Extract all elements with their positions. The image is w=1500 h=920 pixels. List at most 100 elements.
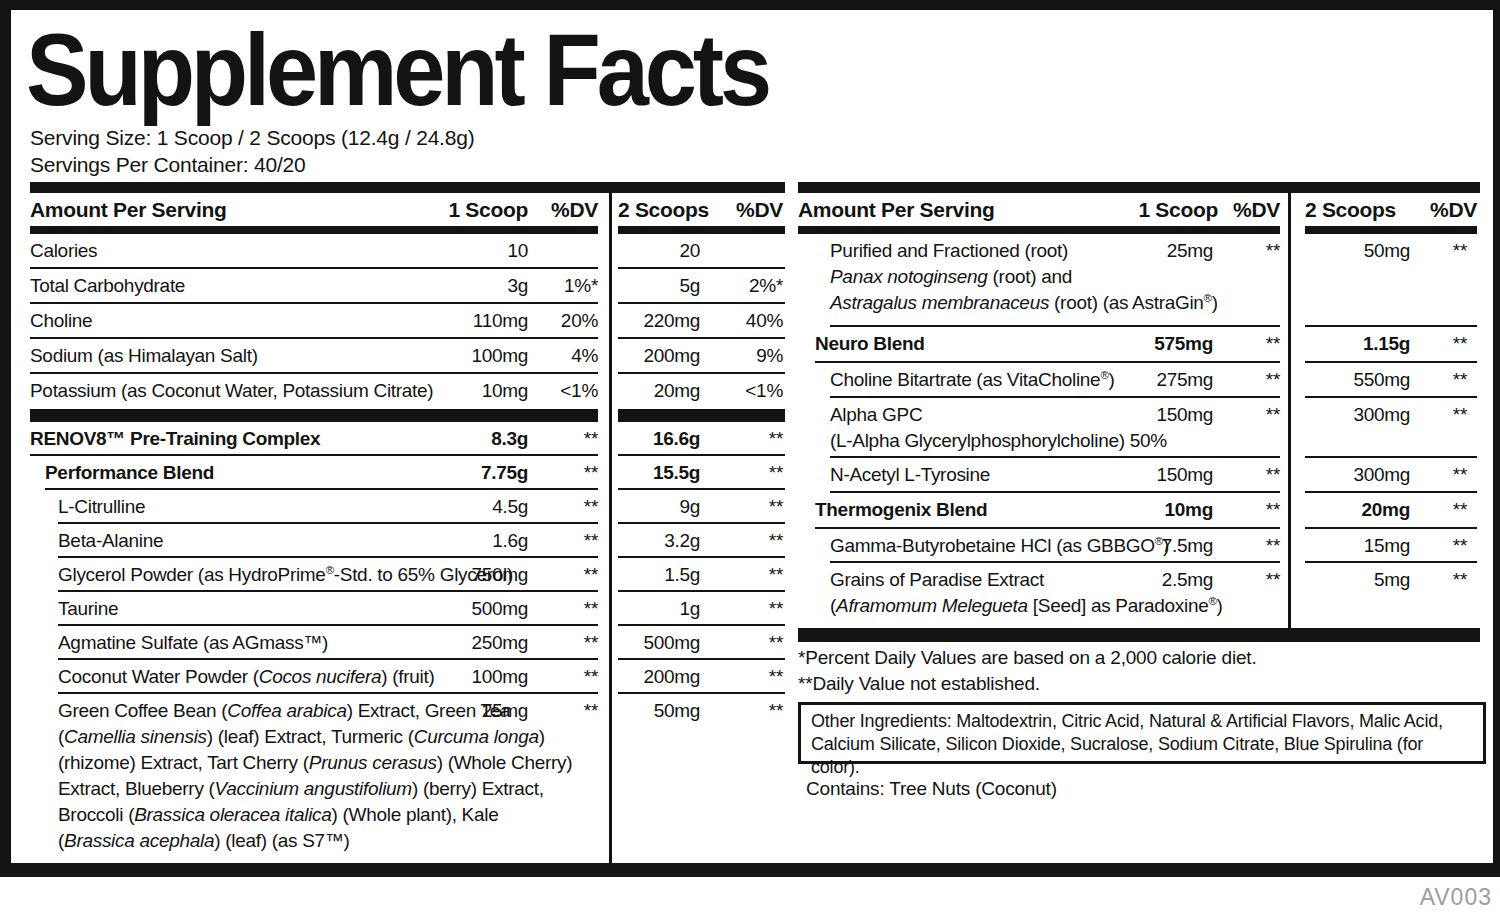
dv-value: ** xyxy=(769,630,783,656)
amount-value: 250mg xyxy=(471,630,528,656)
amount-value: 300mg xyxy=(1353,402,1410,428)
column-divider-left xyxy=(609,193,612,863)
dv-value: ** xyxy=(1453,533,1467,559)
table-row: 5mg** xyxy=(1305,563,1477,623)
amount-value: 575mg xyxy=(1154,331,1213,357)
amount-value: 300mg xyxy=(1353,462,1410,488)
table-top-bar-left xyxy=(30,182,785,193)
column-header-dv: %DV xyxy=(1430,198,1477,222)
middle-two-scoops-table: 2 Scoops %DV 205g2%*220mg40%200mg9%20mg<… xyxy=(618,193,785,863)
dv-value: ** xyxy=(769,494,783,520)
right-nutrients-table: Amount Per Serving 1 Scoop %DV Purified … xyxy=(798,193,1280,623)
table-row: Thermogenix Blend10mg** xyxy=(798,493,1280,529)
table-row: 20 xyxy=(618,234,785,269)
ingredient-name: Gamma-Butyrobetaine HCl (as GBBGO®) xyxy=(830,533,1169,559)
table-row: Choline Bitartrate (as VitaCholine®)275m… xyxy=(798,363,1280,398)
amount-value: 16.6g xyxy=(653,426,700,452)
table-row: 300mg** xyxy=(1305,458,1477,493)
percent-dv-footnote: *Percent Daily Values are based on a 2,0… xyxy=(798,647,1256,669)
amount-value: 15mg xyxy=(1364,533,1410,559)
table-row: 1.5g** xyxy=(618,558,785,592)
table-row: 200mg9% xyxy=(618,339,785,374)
ingredient-name: Sodium (as Himalayan Salt) xyxy=(30,343,258,369)
table-top-bar-right xyxy=(798,182,1480,193)
other-ingredients-box: Other Ingredients: Maltodextrin, Citric … xyxy=(798,702,1486,764)
table-row: Gamma-Butyrobetaine HCl (as GBBGO®)7.5mg… xyxy=(798,529,1280,563)
dv-value: 1%* xyxy=(564,273,598,299)
amount-value: 500mg xyxy=(471,596,528,622)
amount-value: 220mg xyxy=(643,308,700,334)
amount-value: 25mg xyxy=(482,698,528,724)
column-header-1-scoop: 1 Scoop xyxy=(1138,198,1218,222)
column-header-1-scoop: 1 Scoop xyxy=(448,198,528,222)
amount-value: 20mg xyxy=(1362,497,1410,523)
amount-value: 3g xyxy=(507,273,528,299)
table-row: 200mg** xyxy=(618,660,785,694)
ingredient-name: Neuro Blend xyxy=(815,331,925,357)
serving-size-text: Serving Size: 1 Scoop / 2 Scoops (12.4g … xyxy=(30,126,475,150)
column-header-dv: %DV xyxy=(551,198,598,222)
table-row: Agmatine Sulfate (as AGmass™) 250mg ** xyxy=(30,626,598,660)
table-row: Sodium (as Himalayan Salt) 100mg 4% xyxy=(30,339,598,374)
table-row: 550mg ** xyxy=(1305,363,1477,398)
column-header-dv: %DV xyxy=(736,198,783,222)
column-header-amount-per-serving: Amount Per Serving xyxy=(30,198,226,222)
ingredient-name: Calories xyxy=(30,238,97,264)
dv-value: ** xyxy=(769,596,783,622)
table-header: Amount Per Serving 1 Scoop %DV xyxy=(30,193,598,226)
table-row: 15.5g** xyxy=(618,456,785,490)
amount-value: 3.2g xyxy=(664,528,700,554)
table-row: Green Coffee Bean (Coffea arabica) Extra… xyxy=(30,694,598,863)
table-row: 220mg40% xyxy=(618,304,785,339)
table-row: Grains of Paradise Extract (Aframomum Me… xyxy=(798,563,1280,623)
dv-value: ** xyxy=(1453,367,1467,393)
table-header: 2 Scoops %DV xyxy=(1305,193,1477,226)
dv-value: ** xyxy=(584,698,598,724)
ingredient-name: L-Citrulline xyxy=(58,494,145,520)
table-row: 50mg ** xyxy=(618,694,785,863)
dv-value: ** xyxy=(1266,533,1280,559)
section-divider-bar xyxy=(30,409,598,422)
dv-not-established-footnote: **Daily Value not established. xyxy=(798,673,1040,695)
dv-value: <1% xyxy=(560,378,598,404)
table-row: Coconut Water Powder (Cocos nucifera) (f… xyxy=(30,660,598,694)
amount-value: 100mg xyxy=(471,343,528,369)
amount-value: 15.5g xyxy=(653,460,700,486)
dv-value: 20% xyxy=(561,308,598,334)
amount-value: 1.6g xyxy=(492,528,528,554)
page-title: Supplement Facts xyxy=(26,12,768,129)
amount-value: 9g xyxy=(679,494,700,520)
table-row: 5g2%* xyxy=(618,269,785,304)
table-row: Purified and Fractioned (root) Panax not… xyxy=(798,234,1280,327)
dv-value: ** xyxy=(584,596,598,622)
dv-value: ** xyxy=(584,630,598,656)
ingredient-name: Choline Bitartrate (as VitaCholine®) xyxy=(830,367,1115,393)
table-row: 20mg ** xyxy=(1305,493,1477,529)
ingredient-name: Total Carbohydrate xyxy=(30,273,185,299)
dv-value: ** xyxy=(769,528,783,554)
ingredient-name: Potassium (as Coconut Water, Potassium C… xyxy=(30,378,433,404)
amount-value: 550mg xyxy=(1353,367,1410,393)
dv-value: ** xyxy=(1453,567,1467,593)
amount-value: 2.5mg xyxy=(1162,567,1213,593)
dv-value: ** xyxy=(769,698,783,724)
amount-value: 50mg xyxy=(654,698,700,724)
ingredient-name: Agmatine Sulfate (as AGmass™) xyxy=(58,630,328,656)
table-row: N-Acetyl L-Tyrosine150mg** xyxy=(798,458,1280,493)
header-underline xyxy=(1305,226,1477,234)
amount-value: 25mg xyxy=(1167,238,1213,264)
dv-value: 4% xyxy=(571,343,598,369)
amount-value: 500mg xyxy=(643,630,700,656)
table-row: RENOV8™ Pre-Training Complex8.3g** xyxy=(30,422,598,456)
table-row: Performance Blend7.75g** xyxy=(30,456,598,490)
ingredient-name: Coconut Water Powder (Cocos nucifera) (f… xyxy=(58,664,435,690)
table-row: Alpha GPC (L-Alpha Glycerylphosphorylcho… xyxy=(798,398,1280,458)
dv-value: ** xyxy=(1266,567,1280,593)
amount-value: 150mg xyxy=(1156,462,1213,488)
label-border-top xyxy=(0,0,1500,10)
dv-value: ** xyxy=(1453,331,1467,357)
label-bottom-bar xyxy=(0,863,1500,877)
dv-value: ** xyxy=(1453,497,1467,523)
dv-value: ** xyxy=(769,562,783,588)
table-row: 1g** xyxy=(618,592,785,626)
